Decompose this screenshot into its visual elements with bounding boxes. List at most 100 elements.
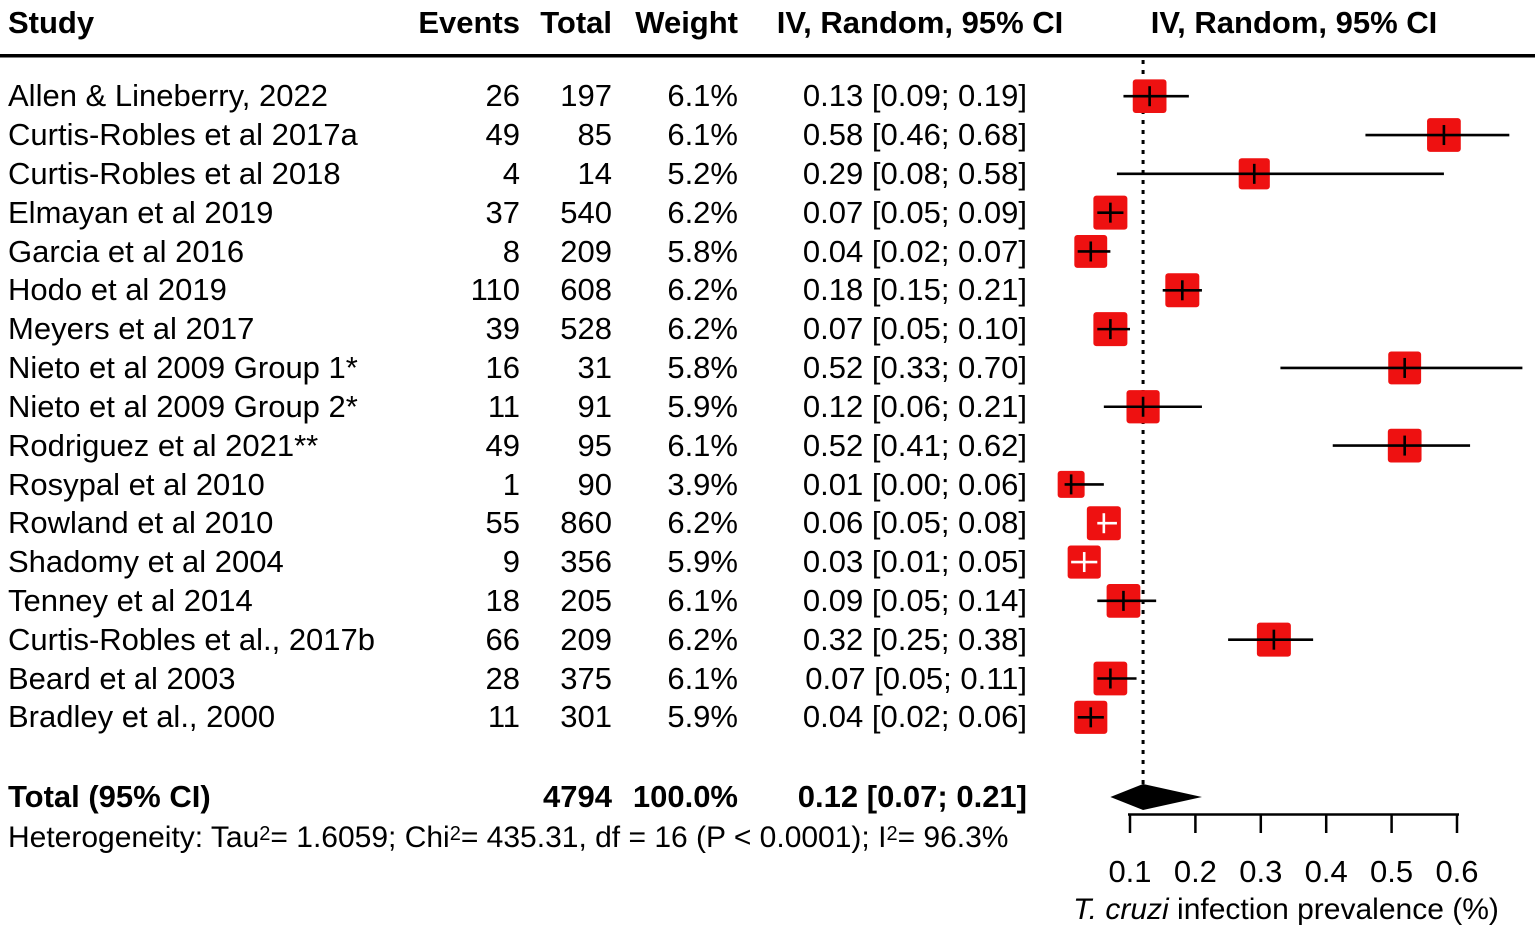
- column-header-weight: Weight: [635, 4, 738, 40]
- events-value: 49: [485, 427, 520, 463]
- study-name: Allen & Lineberry, 2022: [8, 78, 328, 114]
- header-rule: [0, 54, 1535, 58]
- heterogeneity-note: Heterogeneity: Tau 2 = 1.6059; Chi 2 = 435…: [8, 821, 1009, 854]
- events-value: 39: [485, 311, 520, 347]
- ci-value: 0.04 [0.02; 0.07]: [802, 233, 1027, 269]
- ci-value: 0.06 [0.05; 0.08]: [802, 505, 1027, 541]
- weight-value: 5.2%: [667, 155, 738, 191]
- study-name: Rodriguez et al 2021**: [8, 427, 319, 463]
- weight-value: 6.1%: [667, 582, 738, 618]
- table-row: Shadomy et al 2004 9 356 5.9% 0.03 [0.01; 0.…: [0, 543, 1535, 582]
- table-row: Rowland et al 2010 55 860 6.2% 0.06 [0.05; 0…: [0, 504, 1535, 543]
- ci-value: 0.52 [0.33; 0.70]: [802, 350, 1027, 386]
- study-name: Nieto et al 2009 Group 2*: [8, 388, 358, 424]
- events-value: 26: [485, 78, 520, 114]
- weight-value: 6.1%: [667, 78, 738, 114]
- total-value: 205: [560, 582, 612, 618]
- study-name: Rosypal et al 2010: [8, 466, 265, 502]
- table-row: Nieto et al 2009 Group 2* 11 91 5.9% 0.12 [0…: [0, 387, 1535, 426]
- events-value: 18: [485, 582, 520, 618]
- table-row: Beard et al 2003 28 375 6.1% 0.07 [0.05; 0.1…: [0, 659, 1535, 698]
- table-row: Meyers et al 2017 39 528 6.2% 0.07 [0.05; 0.…: [0, 310, 1535, 349]
- table-row: Allen & Lineberry, 2022 26 197 6.1% 0.13 [0.…: [0, 77, 1535, 116]
- column-header-study: Study: [8, 4, 95, 40]
- ci-value: 0.07 [0.05; 0.11]: [805, 660, 1027, 696]
- weight-value: 5.9%: [667, 388, 738, 424]
- table-row: Garcia et al 2016 8 209 5.8% 0.04 [0.02; 0.0…: [0, 232, 1535, 271]
- table-row: Rosypal et al 2010 1 90 3.9% 0.01 [0.00; 0.0…: [0, 465, 1535, 504]
- ci-value: 0.12 [0.06; 0.21]: [802, 388, 1027, 424]
- weight-value: 5.8%: [667, 233, 738, 269]
- total-value: 14: [577, 155, 612, 191]
- total-value: 540: [560, 194, 612, 230]
- ci-value: 0.13 [0.09; 0.19]: [802, 78, 1027, 114]
- events-value: 11: [487, 388, 520, 424]
- ci-value: 0.04 [0.02; 0.06]: [802, 699, 1027, 735]
- study-name: Rowland et al 2010: [8, 505, 274, 541]
- events-value: 28: [485, 660, 520, 696]
- ci-value: 0.58 [0.46; 0.68]: [802, 117, 1027, 153]
- events-value: 11: [487, 699, 520, 735]
- table-row: Rodriguez et al 2021** 49 95 6.1% 0.52 [0.41…: [0, 426, 1535, 465]
- axis-tick-label: 0.5: [1370, 854, 1414, 889]
- ci-value: 0.32 [0.25; 0.38]: [802, 621, 1027, 657]
- events-value: 8: [502, 233, 520, 269]
- total-value: 375: [560, 660, 612, 696]
- total-value: 860: [560, 505, 612, 541]
- events-value: 55: [485, 505, 520, 541]
- table-row: Curtis-Robles et al 2018 4 14 5.2% 0.29 [0.0…: [0, 154, 1535, 193]
- table-row: Hodo et al 2019 110 608 6.2% 0.18 [0.15; 0.2…: [0, 271, 1535, 310]
- total-value: 91: [577, 388, 612, 424]
- axis-tick-label: 0.2: [1173, 854, 1217, 889]
- table-row: Tenney et al 2014 18 205 6.1% 0.09 [0.05; 0.…: [0, 581, 1535, 620]
- table-row: Curtis-Robles et al., 2017b 66 209 6.2% 0.32…: [0, 620, 1535, 659]
- axis-title-species: T. cruzi: [1073, 893, 1169, 926]
- weight-value: 6.1%: [667, 660, 738, 696]
- study-name: Curtis-Robles et al 2018: [8, 155, 341, 191]
- heterogeneity-text: = 96.3%: [897, 821, 1009, 854]
- total-value: 85: [577, 117, 612, 153]
- weight-value: 5.9%: [667, 544, 738, 580]
- heterogeneity-text: = 1.6059; Chi: [270, 821, 450, 854]
- total-weight: 100.0%: [632, 778, 738, 814]
- weight-value: 5.9%: [667, 699, 738, 735]
- axis-title-rest: infection prevalence (%): [1168, 893, 1499, 926]
- study-name: Elmayan et al 2019: [8, 194, 274, 230]
- column-header-plot: IV, Random, 95% CI: [1150, 4, 1438, 40]
- total-value: 209: [560, 621, 612, 657]
- study-name: Hodo et al 2019: [8, 272, 227, 308]
- weight-value: 3.9%: [667, 466, 738, 502]
- weight-value: 6.2%: [667, 505, 738, 541]
- table-row: Curtis-Robles et al 2017a 49 85 6.1% 0.58 [0…: [0, 116, 1535, 155]
- axis-title: T. cruzi infection prevalence (%): [1036, 890, 1535, 930]
- events-value: 66: [485, 621, 520, 657]
- axis-tick-label: 0.4: [1304, 854, 1348, 889]
- column-header-total: Total: [540, 4, 612, 40]
- column-header-events: Events: [418, 4, 520, 40]
- weight-value: 6.2%: [667, 621, 738, 657]
- ci-value: 0.09 [0.05; 0.14]: [802, 582, 1027, 618]
- ci-value: 0.03 [0.01; 0.05]: [802, 544, 1027, 580]
- weight-value: 6.1%: [667, 117, 738, 153]
- total-value: 209: [560, 233, 612, 269]
- study-name: Shadomy et al 2004: [8, 544, 284, 580]
- ci-value: 0.07 [0.05; 0.09]: [802, 194, 1027, 230]
- study-name: Bradley et al., 2000: [8, 699, 276, 735]
- events-value: 1: [502, 466, 520, 502]
- events-value: 49: [485, 117, 520, 153]
- total-row: Total (95% CI) 4794 100.0% 0.12 [0.07; 0…: [0, 777, 1535, 816]
- events-value: 37: [485, 194, 520, 230]
- ci-value: 0.52 [0.41; 0.62]: [802, 427, 1027, 463]
- table-header-row: Study Events Total Weight IV, Random, 95…: [0, 3, 1535, 42]
- total-n: 4794: [543, 778, 612, 814]
- heterogeneity-text: = 435.31, df = 16 (P < 0.0001); I: [460, 821, 887, 854]
- total-value: 31: [577, 350, 612, 386]
- study-name: Tenney et al 2014: [8, 582, 253, 618]
- table-row: Bradley et al., 2000 11 301 5.9% 0.04 [0.02;…: [0, 698, 1535, 737]
- pooled-diamond: [1110, 784, 1202, 810]
- study-name: Curtis-Robles et al 2017a: [8, 117, 358, 153]
- study-name: Garcia et al 2016: [8, 233, 245, 269]
- table-row: Nieto et al 2009 Group 1* 16 31 5.8% 0.52 [0…: [0, 349, 1535, 388]
